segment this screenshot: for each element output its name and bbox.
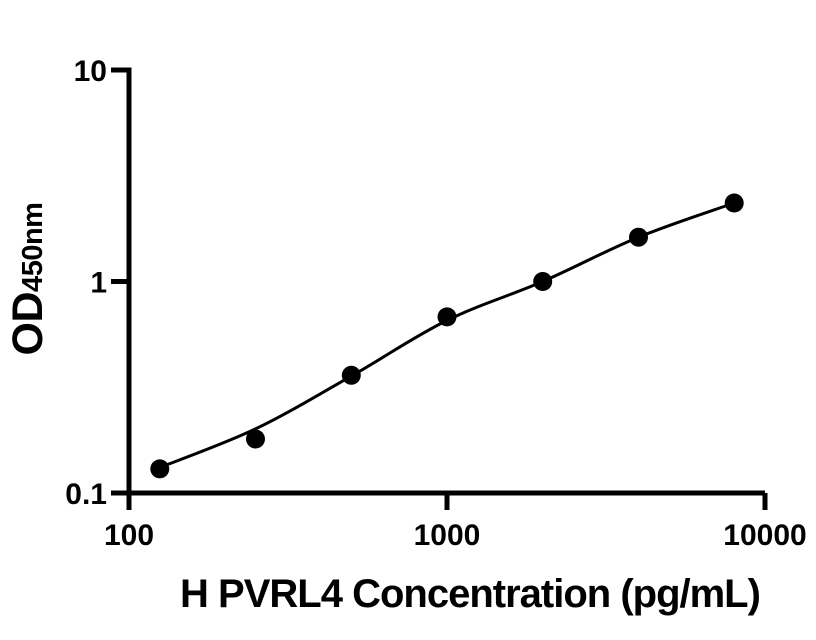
axes bbox=[126, 67, 765, 496]
data-point bbox=[629, 227, 648, 247]
data-point bbox=[150, 459, 170, 479]
data-point bbox=[341, 365, 361, 385]
y-tick-label: 10 bbox=[74, 55, 107, 88]
y-axis-title-sub: 450nm bbox=[17, 203, 49, 292]
x-axis-title: H PVRL4 Concentration (pg/mL) bbox=[180, 572, 760, 616]
tick-labels: 0.1 1 10 100 1000 10000 bbox=[65, 55, 806, 552]
data-points bbox=[150, 193, 744, 479]
axis-spines bbox=[126, 67, 765, 496]
x-tick-label: 100 bbox=[104, 519, 154, 552]
y-tick-label: 0.1 bbox=[65, 478, 107, 511]
y-axis-title-main: OD bbox=[4, 292, 52, 356]
data-point bbox=[724, 193, 744, 213]
y-tick-label: 1 bbox=[90, 267, 107, 300]
tick-marks bbox=[111, 67, 768, 510]
fit-curve-line bbox=[158, 201, 736, 469]
y-axis-title: OD450nm bbox=[4, 203, 52, 356]
data-point bbox=[246, 429, 265, 449]
data-point bbox=[437, 307, 457, 327]
x-tick-label: 1000 bbox=[414, 519, 481, 552]
data-point bbox=[533, 272, 553, 291]
x-tick-label: 10000 bbox=[723, 519, 806, 552]
